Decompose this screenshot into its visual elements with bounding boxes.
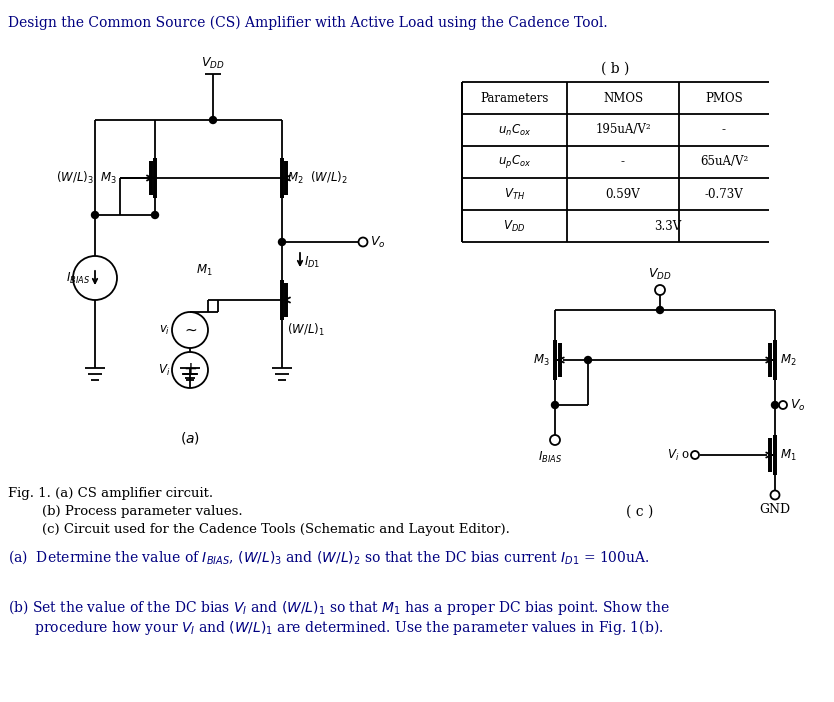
Text: GND: GND (760, 503, 791, 516)
Text: Parameters: Parameters (480, 91, 549, 105)
Text: $V_{DD}$: $V_{DD}$ (648, 267, 672, 282)
Circle shape (656, 307, 664, 314)
Circle shape (279, 239, 285, 246)
Text: $I_{BIAS}$: $I_{BIAS}$ (66, 270, 90, 286)
Text: (b) Process parameter values.: (b) Process parameter values. (8, 505, 243, 518)
Text: (c) Circuit used for the Cadence Tools (Schematic and Layout Editor).: (c) Circuit used for the Cadence Tools (… (8, 523, 510, 536)
Circle shape (152, 211, 158, 218)
Text: -: - (722, 124, 726, 136)
Text: (b) Set the value of the DC bias $V_I$ and $(W/L)_1$ so that $M_1$ has a proper : (b) Set the value of the DC bias $V_I$ a… (8, 598, 670, 617)
Text: $u_nC_{ox}$: $u_nC_{ox}$ (498, 122, 531, 138)
Text: $V_o$: $V_o$ (370, 234, 385, 249)
Text: NMOS: NMOS (603, 91, 643, 105)
Text: procedure how your $V_I$ and $(W/L)_1$ are determined. Use the parameter values : procedure how your $V_I$ and $(W/L)_1$ a… (8, 618, 664, 637)
Text: -: - (621, 156, 625, 168)
Circle shape (209, 117, 217, 124)
Text: $( a )$: $( a )$ (180, 430, 200, 446)
Text: ( b ): ( b ) (601, 62, 630, 76)
Text: 3.3V: 3.3V (655, 220, 681, 232)
Text: $V_{DD}$: $V_{DD}$ (201, 56, 225, 71)
Text: $V_{TH}$: $V_{TH}$ (504, 187, 525, 201)
Circle shape (92, 211, 98, 218)
Text: $+$: $+$ (183, 362, 197, 378)
Text: $v_i$: $v_i$ (158, 324, 170, 336)
Text: PMOS: PMOS (705, 91, 743, 105)
Text: $M_2$  $(W/L)_2$: $M_2$ $(W/L)_2$ (287, 170, 348, 186)
Text: ( c ): ( c ) (626, 505, 654, 519)
Text: -0.73V: -0.73V (705, 187, 743, 201)
Text: $I_{D1}$: $I_{D1}$ (304, 254, 320, 270)
Text: 65uA/V²: 65uA/V² (700, 156, 748, 168)
Text: $V_o$: $V_o$ (790, 397, 806, 413)
Text: $V_i$ o: $V_i$ o (667, 447, 690, 463)
Text: $V_{DD}$: $V_{DD}$ (504, 218, 525, 234)
Text: 195uA/V²: 195uA/V² (595, 124, 651, 136)
Text: Design the Common Source (CS) Amplifier with Active Load using the Cadence Tool.: Design the Common Source (CS) Amplifier … (8, 16, 608, 30)
Text: $\sim$: $\sim$ (182, 323, 198, 337)
Text: $V_i$: $V_i$ (158, 362, 170, 378)
Text: $M_1$: $M_1$ (780, 447, 796, 463)
Text: (a)  Determine the value of $I_{BIAS}$, $(W/L)_3$ and $(W/L)_2$ so that the DC b: (a) Determine the value of $I_{BIAS}$, $… (8, 548, 650, 566)
Text: $M_2$: $M_2$ (780, 352, 796, 368)
Text: $I_{BIAS}$: $I_{BIAS}$ (538, 450, 562, 465)
Circle shape (585, 357, 591, 364)
Text: 0.59V: 0.59V (605, 187, 641, 201)
Text: $(W/L)_3$  $M_3$: $(W/L)_3$ $M_3$ (56, 170, 117, 186)
Text: $(W/L)_1$: $(W/L)_1$ (287, 322, 325, 338)
Circle shape (551, 402, 559, 409)
Text: $u_pC_{ox}$: $u_pC_{ox}$ (498, 154, 531, 171)
Text: Fig. 1. (a) CS amplifier circuit.: Fig. 1. (a) CS amplifier circuit. (8, 487, 214, 500)
Text: $M_3$: $M_3$ (533, 352, 550, 368)
Circle shape (771, 402, 778, 409)
Text: $M_1$: $M_1$ (196, 263, 213, 278)
